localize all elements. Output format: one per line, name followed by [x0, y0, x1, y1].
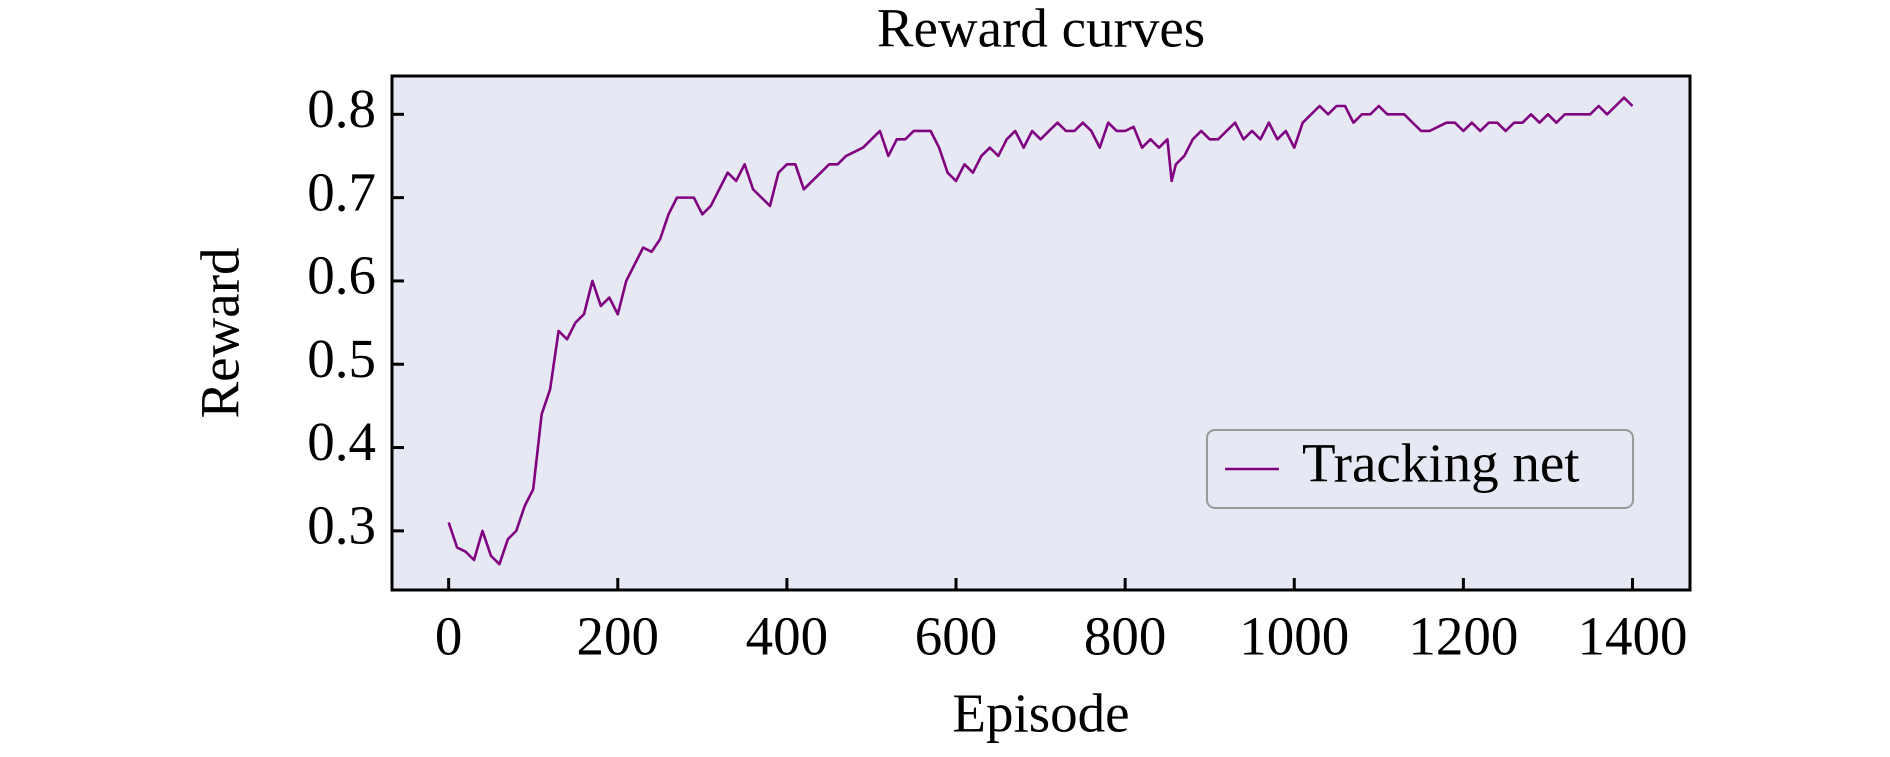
y-tick-label: 0.5	[307, 328, 376, 389]
y-tick-label: 0.8	[307, 78, 376, 139]
plot-frame	[390, 74, 1692, 592]
x-tick-label: 1000	[1239, 606, 1349, 667]
y-axis-label: Reward	[190, 247, 251, 418]
y-tick-label: 0.6	[307, 245, 376, 306]
x-tick-label: 200	[577, 606, 660, 667]
x-tick-label: 1400	[1577, 606, 1687, 667]
x-tick-label: 800	[1084, 606, 1167, 667]
chart-title: Reward curves	[877, 0, 1205, 59]
x-tick-label: 600	[915, 606, 998, 667]
series-line	[447, 96, 1634, 566]
x-tick-label: 0	[435, 606, 463, 667]
x-axis-label: Episode	[952, 683, 1129, 744]
legend-box	[1206, 429, 1634, 509]
y-tick-label: 0.7	[307, 161, 376, 222]
legend-label: Tracking net	[1302, 433, 1580, 494]
y-tick-label: 0.3	[307, 494, 376, 555]
y-tick-label: 0.4	[307, 411, 376, 472]
x-tick-label: 1200	[1408, 606, 1518, 667]
plot-area	[392, 76, 1690, 590]
x-tick-label: 400	[746, 606, 829, 667]
